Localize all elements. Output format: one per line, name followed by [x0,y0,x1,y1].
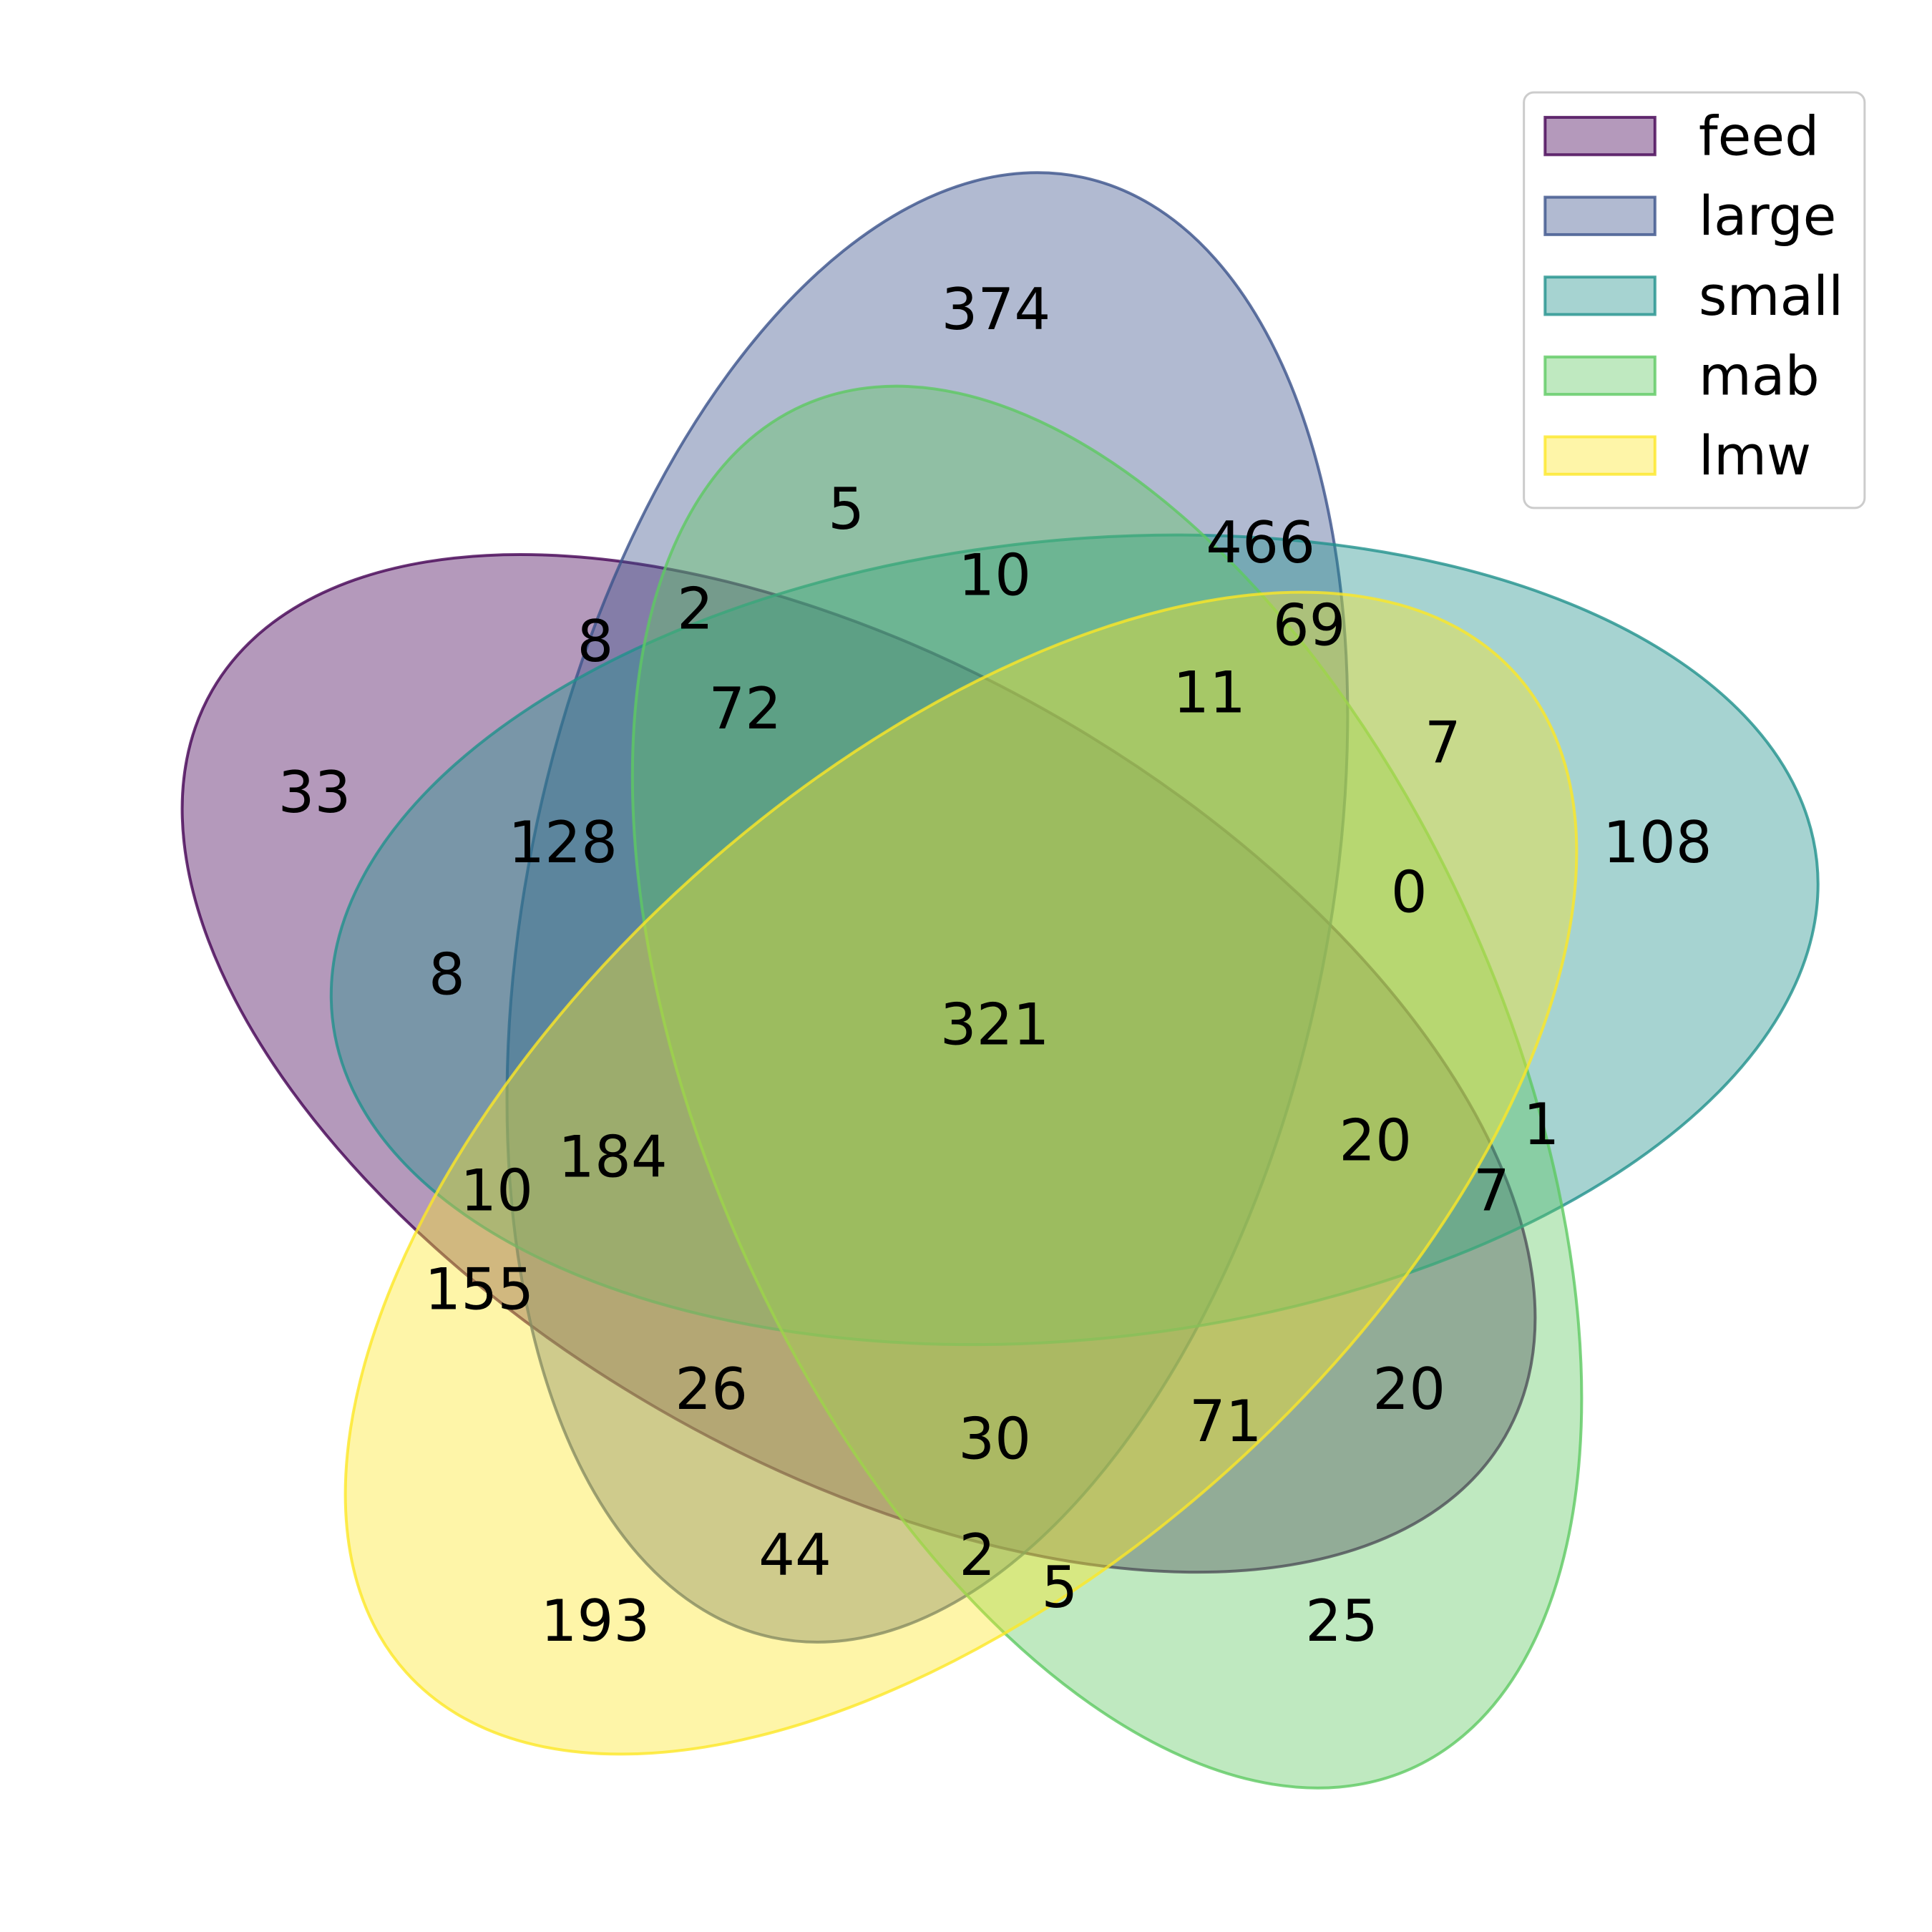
region-label-mab: 25 [1305,1588,1378,1654]
legend-label-large: large [1699,184,1837,248]
set-ellipse-large [505,171,1350,1644]
region-label-large-small-mab-lmw: 11 [1173,660,1246,726]
region-label-feed-large-small-mab: 72 [708,675,781,742]
region-label-feed-large-mab-lmw: 30 [958,1406,1031,1473]
region-label-small-lmw: 7 [1425,709,1461,776]
region-label-feed-large-mab: 2 [677,576,713,643]
legend-label-feed: feed [1699,104,1820,168]
region-label-large-small-lmw: 69 [1273,592,1346,658]
region-label-feed-small-mab: 7 [1473,1157,1510,1224]
region-label-feed-small-mab-lmw: 20 [1339,1108,1412,1174]
region-label-feed-large-small-mab-lmw: 321 [940,991,1050,1058]
region-label-feed-mab-lmw: 71 [1189,1388,1262,1455]
legend-swatch-mab [1543,355,1657,396]
region-label-large-mab-lmw: 2 [959,1522,995,1589]
region-label-feed-large: 8 [577,608,614,675]
region-label-small-mab: 1 [1523,1091,1560,1158]
legend-label-lmw: lmw [1699,424,1811,487]
set-ellipses [180,171,1820,1790]
region-label-large: 374 [942,276,1051,343]
region-label-large-mab: 5 [828,476,864,542]
region-label-feed-large-small-lmw: 184 [558,1123,668,1190]
region-label-feed: 33 [278,759,351,826]
region-label-feed-lmw: 155 [424,1256,534,1322]
region-label-large-lmw: 44 [758,1522,831,1589]
legend-swatch-feed [1543,115,1657,157]
region-label-small-mab-lmw: 0 [1391,859,1428,926]
region-label-feed-large-lmw: 26 [675,1356,748,1423]
legend: feed large small mab lmw [1523,91,1866,509]
set-ellipse-feed [180,552,1537,1574]
region-label-lmw: 193 [541,1588,650,1654]
region-label-large-small-mab: 10 [958,542,1031,609]
region-label-feed-large-small: 128 [508,809,618,876]
legend-label-mab: mab [1699,344,1820,408]
region-label-large-small: 466 [1206,509,1315,576]
set-ellipse-small [329,533,1820,1347]
legend-label-small: small [1699,264,1843,328]
legend-swatch-lmw [1543,435,1657,476]
region-label-mab-lmw: 5 [1041,1554,1078,1621]
legend-swatch-large [1543,195,1657,236]
region-label-small: 108 [1603,809,1712,876]
region-label-feed-small-lmw: 10 [460,1157,533,1224]
region-label-feed-mab: 20 [1372,1356,1445,1423]
set-ellipse-lmw [343,590,1579,1756]
set-ellipse-mab [630,384,1584,1790]
legend-swatch-small [1543,275,1657,316]
region-label-feed-small: 8 [429,942,465,1008]
